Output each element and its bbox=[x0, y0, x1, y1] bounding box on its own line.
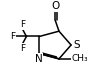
Text: N: N bbox=[35, 54, 42, 64]
Text: S: S bbox=[73, 40, 80, 50]
Text: CH₃: CH₃ bbox=[72, 54, 89, 63]
Text: F: F bbox=[20, 44, 25, 53]
Text: F: F bbox=[10, 32, 15, 41]
Text: O: O bbox=[51, 1, 59, 11]
Text: F: F bbox=[20, 20, 25, 29]
